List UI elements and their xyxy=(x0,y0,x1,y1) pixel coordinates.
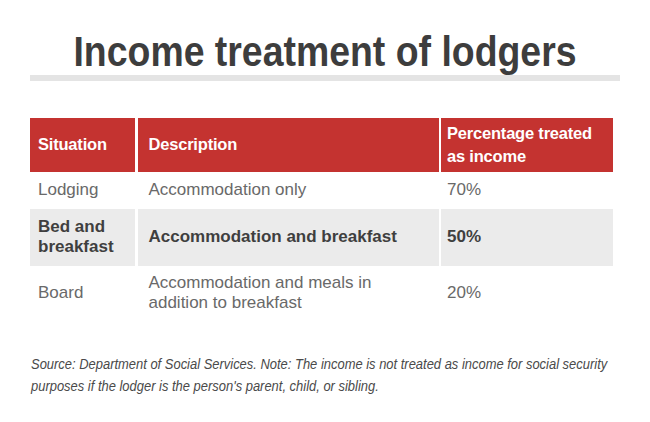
cell-situation: Lodging xyxy=(30,172,135,209)
cell-description: Accommodation and breakfast xyxy=(138,209,439,266)
source-note: Source: Department of Social Services. N… xyxy=(31,353,607,396)
cell-description: Accommodation only xyxy=(138,172,439,209)
cell-percentage: 20% xyxy=(441,266,613,320)
cell-situation: Board xyxy=(30,266,135,320)
cell-situation: Bed and breakfast xyxy=(30,209,135,266)
table-header-row: Situation Description Percentage treated… xyxy=(30,118,613,172)
table-row: Bed and breakfast Accommodation and brea… xyxy=(30,209,613,266)
table-row: Board Accommodation and meals in additio… xyxy=(30,266,613,320)
cell-percentage: 50% xyxy=(441,209,613,266)
header-cell-description: Description xyxy=(138,118,439,172)
income-table: Situation Description Percentage treated… xyxy=(30,118,613,320)
cell-description: Accommodation and meals in addition to b… xyxy=(138,266,439,320)
cell-percentage: 70% xyxy=(441,172,613,209)
table-row: Lodging Accommodation only 70% xyxy=(30,172,613,209)
header-cell-situation: Situation xyxy=(30,118,135,172)
source-note-line: Source: Department of Social Services. N… xyxy=(31,353,607,375)
source-note-line: purposes if the lodger is the person's p… xyxy=(31,375,607,397)
infographic: Income treatment of lodgers Situation De… xyxy=(0,0,650,422)
page-title: Income treatment of lodgers xyxy=(42,30,608,73)
header-cell-percentage: Percentage treated as income xyxy=(441,118,613,172)
title-underline-bar xyxy=(30,75,620,81)
